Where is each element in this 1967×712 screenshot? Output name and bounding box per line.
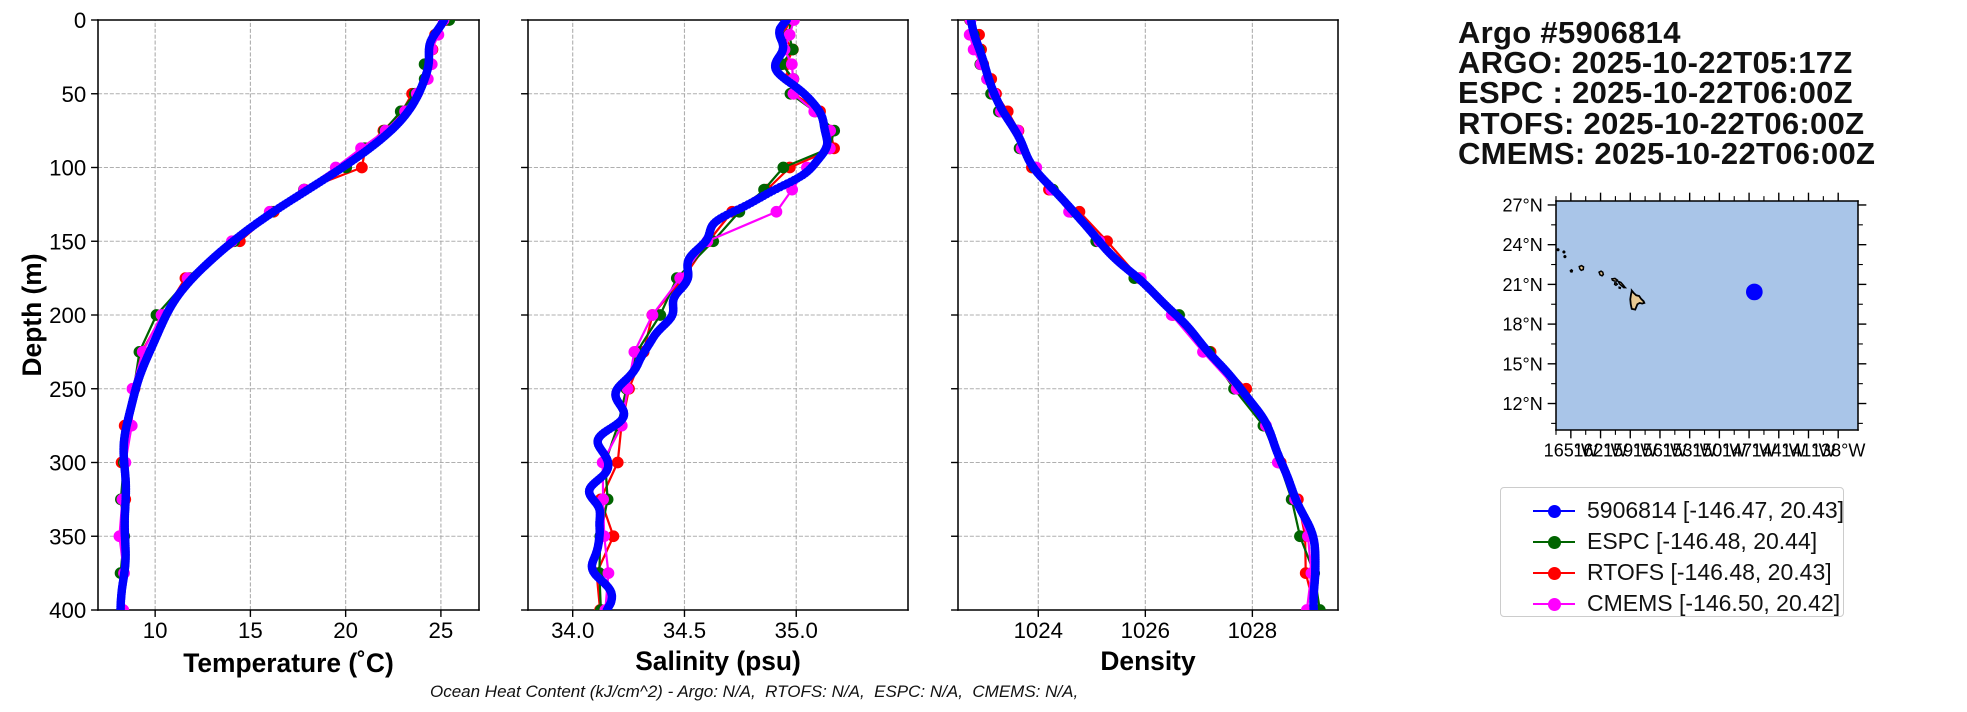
svg-text:100: 100 — [49, 156, 86, 181]
svg-text:34.0: 34.0 — [551, 618, 594, 643]
svg-text:24°N: 24°N — [1502, 235, 1542, 255]
svg-text:Depth (m): Depth (m) — [17, 253, 47, 376]
svg-text:15°N: 15°N — [1502, 354, 1542, 374]
svg-text:18°N: 18°N — [1502, 315, 1542, 335]
svg-text:0: 0 — [74, 8, 86, 33]
svg-text:21°N: 21°N — [1502, 275, 1542, 295]
svg-text:25: 25 — [429, 618, 454, 643]
svg-text:1024: 1024 — [1014, 618, 1063, 643]
svg-text:400: 400 — [49, 598, 86, 623]
svg-text:1028: 1028 — [1228, 618, 1277, 643]
svg-text:250: 250 — [49, 377, 86, 402]
svg-text:10: 10 — [143, 618, 168, 643]
svg-text:20: 20 — [333, 618, 358, 643]
svg-text:27°N: 27°N — [1502, 196, 1542, 216]
svg-text:50: 50 — [61, 82, 86, 107]
svg-text:150: 150 — [49, 229, 86, 254]
svg-text:Temperature (˚C): Temperature (˚C) — [183, 648, 394, 678]
svg-text:34.5: 34.5 — [663, 618, 706, 643]
svg-text:300: 300 — [49, 451, 86, 476]
svg-text:15: 15 — [238, 618, 263, 643]
svg-text:Salinity (psu): Salinity (psu) — [635, 646, 801, 676]
svg-text:200: 200 — [49, 303, 86, 328]
svg-text:138°W: 138°W — [1811, 440, 1865, 460]
svg-text:12°N: 12°N — [1502, 394, 1542, 414]
svg-text:35.0: 35.0 — [775, 618, 818, 643]
svg-text:1026: 1026 — [1121, 618, 1170, 643]
svg-text:Density: Density — [1100, 646, 1196, 676]
svg-text:350: 350 — [49, 524, 86, 549]
